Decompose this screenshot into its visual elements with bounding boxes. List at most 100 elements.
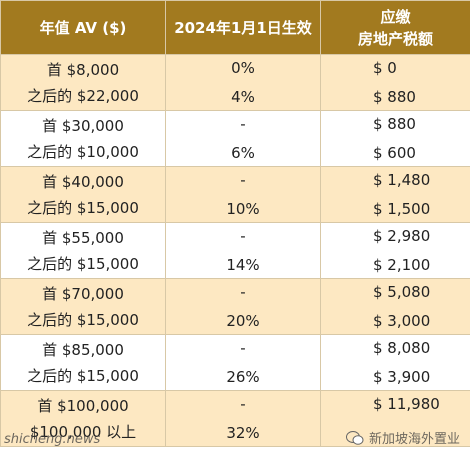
cell-box: 首 $30,000 之后的 $10,000	[1, 111, 165, 166]
cell-text: $100,000 以上	[29, 423, 137, 441]
cell-box: - 32%	[166, 391, 320, 446]
table-cell: $ 8,080 $ 3,900	[320, 334, 470, 391]
cell-text: $ 880	[373, 88, 416, 106]
header-cell: 年值 AV ($)	[0, 0, 166, 55]
cell-text: $ 11,980	[373, 395, 440, 413]
cell-text: $ 0	[373, 59, 397, 77]
table-row: 首 $85,000 之后的 $15,000 - 26% $ 8,080 $ 3,900	[0, 334, 470, 391]
table-cell: 首 $30,000 之后的 $10,000	[0, 110, 166, 167]
table-row: 首 $55,000 之后的 $15,000 - 14% $ 2,980 $ 2,100	[0, 222, 470, 279]
table-cell: $ 2,980 $ 2,100	[320, 222, 470, 279]
cell-text: 首 $100,000	[37, 397, 129, 415]
table-cell: $ 0 $ 880	[320, 54, 470, 111]
cell-text: 之后的 $15,000	[27, 367, 139, 385]
cell-text: 首 $85,000	[42, 341, 124, 359]
cell-text: -	[240, 115, 246, 133]
cell-text: 之后的 $15,000	[27, 311, 139, 329]
header-cell: 应缴 房地产税额	[320, 0, 470, 55]
cell-box: 首 $8,000 之后的 $22,000	[1, 55, 165, 110]
table-cell: 首 $8,000 之后的 $22,000	[0, 54, 166, 111]
cell-text: -	[240, 227, 246, 245]
table-cell: $ 5,080 $ 3,000	[320, 278, 470, 335]
cell-box: 首 $55,000 之后的 $15,000	[1, 223, 165, 278]
table-row: 首 $100,000 $100,000 以上 - 32% $ 11,980	[0, 390, 470, 447]
header-text: 应缴	[380, 7, 411, 26]
header-text: 房地产税额	[357, 29, 433, 48]
cell-text: $ 3,000	[373, 312, 431, 330]
table-cell: - 32%	[165, 390, 321, 447]
cell-box: - 20%	[166, 279, 320, 334]
cell-box: $ 5,080 $ 3,000	[321, 279, 470, 334]
cell-box: $ 1,480 $ 1,500	[321, 167, 470, 222]
cell-text: 首 $55,000	[42, 229, 124, 247]
table-cell: 首 $70,000 之后的 $15,000	[0, 278, 166, 335]
cell-box: 首 $40,000 之后的 $15,000	[1, 167, 165, 222]
cell-box: - 14%	[166, 223, 320, 278]
table-row: 首 $30,000 之后的 $10,000 - 6% $ 880 $ 600	[0, 110, 470, 167]
cell-text: $ 1,480	[373, 171, 431, 189]
table-body: 首 $8,000 之后的 $22,000 0% 4% $ 0 $ 880 首 $30,000…	[0, 54, 470, 447]
table-row: 首 $70,000 之后的 $15,000 - 20% $ 5,080 $ 3,000	[0, 278, 470, 335]
cell-text: 26%	[226, 368, 260, 386]
cell-text: 14%	[226, 256, 260, 274]
table-cell: 首 $85,000 之后的 $15,000	[0, 334, 166, 391]
cell-text: 20%	[226, 312, 260, 330]
header-cell-box: 应缴 房地产税额	[321, 6, 470, 50]
cell-text: -	[240, 395, 246, 413]
header-cell: 2024年1月1日生效	[165, 0, 321, 55]
cell-box: 0% 4%	[166, 55, 320, 110]
wechat-icon	[345, 430, 364, 445]
cell-text: $ 2,980	[373, 227, 431, 245]
table-cell: - 6%	[165, 110, 321, 167]
watermark-right-box: 新加坡海外置业	[345, 428, 460, 447]
cell-box: - 26%	[166, 335, 320, 390]
cell-text: 首 $40,000	[42, 173, 124, 191]
cell-text: -	[240, 171, 246, 189]
table-cell: - 26%	[165, 334, 321, 391]
watermark-left: shicheng.news	[4, 432, 101, 447]
header-cell-box: 2024年1月1日生效	[166, 17, 320, 39]
table-cell: 首 $55,000 之后的 $15,000	[0, 222, 166, 279]
cell-box: 首 $70,000 之后的 $15,000	[1, 279, 165, 334]
cell-text: $ 8,080	[373, 339, 431, 357]
cell-text: $ 880	[373, 115, 416, 133]
cell-text: $ 3,900	[373, 368, 431, 386]
cell-text: -	[240, 339, 246, 357]
table-cell: 首 $40,000 之后的 $15,000	[0, 166, 166, 223]
cell-text: $ 2,100	[373, 256, 431, 274]
table-row: 首 $8,000 之后的 $22,000 0% 4% $ 0 $ 880	[0, 54, 470, 111]
table-cell: - 20%	[165, 278, 321, 335]
table-cell: 首 $100,000 $100,000 以上	[0, 390, 166, 447]
table-row: 首 $40,000 之后的 $15,000 - 10% $ 1,480 $ 1,500	[0, 166, 470, 223]
header-text: 年值 AV ($)	[39, 18, 127, 37]
watermark-right: 新加坡海外置业	[368, 432, 460, 447]
header-cell-box: 年值 AV ($)	[1, 17, 165, 39]
cell-box: - 6%	[166, 111, 320, 166]
cell-box: $ 8,080 $ 3,900	[321, 335, 470, 390]
table-cell: $ 1,480 $ 1,500	[320, 166, 470, 223]
cell-text: 首 $8,000	[46, 61, 120, 79]
cell-text: -	[240, 283, 246, 301]
cell-text: 之后的 $10,000	[27, 143, 139, 161]
table-cell: - 10%	[165, 166, 321, 223]
table-cell: $ 880 $ 600	[320, 110, 470, 167]
cell-text: $ 1,500	[373, 200, 431, 218]
table-cell: 0% 4%	[165, 54, 321, 111]
cell-box: $ 11,980	[321, 391, 470, 446]
cell-text: 10%	[226, 200, 260, 218]
cell-text: 之后的 $15,000	[27, 255, 139, 273]
cell-box: $ 2,980 $ 2,100	[321, 223, 470, 278]
table-cell: $ 11,980	[320, 390, 470, 447]
cell-text: $ 600	[373, 144, 416, 162]
cell-text: 首 $30,000	[42, 117, 124, 135]
cell-text: 首 $70,000	[42, 285, 124, 303]
cell-text: 32%	[226, 424, 260, 442]
cell-text: 之后的 $22,000	[27, 87, 139, 105]
cell-text: 0%	[231, 59, 255, 77]
cell-text: 4%	[231, 88, 255, 106]
cell-box: $ 0 $ 880	[321, 55, 470, 110]
cell-text: 之后的 $15,000	[27, 199, 139, 217]
cell-box: 首 $100,000 $100,000 以上	[1, 391, 165, 446]
